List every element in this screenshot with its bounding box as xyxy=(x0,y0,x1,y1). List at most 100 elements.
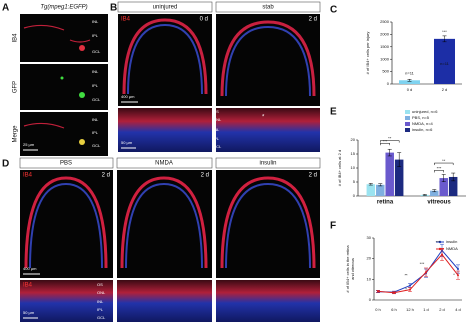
significance: *** xyxy=(383,138,388,143)
significance: *** xyxy=(442,29,447,34)
micrograph xyxy=(20,112,108,156)
significance: ** xyxy=(388,136,392,141)
y-tick-label: 10 xyxy=(367,276,372,281)
column-header xyxy=(116,157,213,169)
bar xyxy=(366,184,376,196)
layer-label: ONL xyxy=(213,117,222,122)
y-tick-label: 5 xyxy=(353,179,356,184)
point xyxy=(457,268,459,270)
row-label: GFP xyxy=(13,81,19,93)
y-tick-label: 15 xyxy=(351,151,356,156)
panel-a: A Tg(mpeg1:EGFP) IB4 GFP Merge INL IPL G… xyxy=(2,3,108,156)
layer-label: INL xyxy=(92,69,99,74)
y-axis-label: # of IB4+ cells at 2 d xyxy=(337,150,342,186)
layer-label: IPL xyxy=(213,136,220,141)
legend-label: PBS, n=5 xyxy=(412,115,430,120)
layer-label: OS xyxy=(213,109,219,114)
layer-label: INL xyxy=(92,19,99,24)
bar xyxy=(439,178,448,196)
retina xyxy=(220,176,316,269)
y-tick-label: 1000 xyxy=(380,56,390,61)
scale-label: 400 µm xyxy=(23,266,37,271)
column-header xyxy=(117,1,213,13)
point xyxy=(377,290,379,293)
error-bar xyxy=(451,172,456,182)
error-bar xyxy=(387,148,392,157)
column-header xyxy=(215,157,321,169)
layer-label: INL xyxy=(213,127,220,132)
error-bar xyxy=(407,79,412,82)
micrograph xyxy=(216,170,320,278)
time-label: 2 d xyxy=(102,173,110,179)
scale-label: 400 µm xyxy=(121,94,135,99)
legend-swatch xyxy=(405,128,410,132)
error-bar xyxy=(368,183,373,186)
bar xyxy=(376,184,385,196)
scale-label: 50 µm xyxy=(23,310,35,315)
micrograph xyxy=(20,170,113,278)
point xyxy=(457,274,459,277)
stain xyxy=(79,45,85,51)
y-tick-label: 2500 xyxy=(380,19,390,24)
error-bar xyxy=(397,152,402,167)
bar xyxy=(385,152,394,196)
bar xyxy=(430,190,439,196)
significance: *** xyxy=(420,261,425,266)
significance: ** xyxy=(404,273,408,278)
y-tick-label: 500 xyxy=(382,69,389,74)
retina xyxy=(225,182,311,269)
time-label: 0 d xyxy=(200,17,208,23)
layer-label: GCL xyxy=(97,315,106,320)
legend-label: uninjured, n=6 xyxy=(412,109,438,114)
retina xyxy=(29,182,103,269)
line xyxy=(377,249,459,293)
micrograph xyxy=(20,14,108,62)
column-header xyxy=(19,157,114,169)
error-bar xyxy=(456,270,460,280)
retina xyxy=(127,23,203,95)
panel-letter: F xyxy=(330,221,336,232)
legend-label: NMDA, n=4 xyxy=(412,121,434,126)
legend-swatch xyxy=(405,110,410,114)
micrograph xyxy=(117,280,212,322)
panel-letter: D xyxy=(2,159,9,170)
y-tick-label: 20 xyxy=(367,256,372,261)
retina xyxy=(120,176,208,269)
x-tick-label: 1 d xyxy=(423,307,429,312)
micrograph xyxy=(216,14,320,106)
column-header xyxy=(215,1,321,13)
micrograph xyxy=(118,108,212,152)
layer-label: IPL xyxy=(92,83,99,88)
legend-swatch xyxy=(405,122,410,126)
x-tick-label: 12 h xyxy=(406,307,414,312)
layer-label: GCL xyxy=(92,97,101,102)
panel-letter: B xyxy=(110,3,117,14)
point xyxy=(409,284,411,287)
y-tick-label: 20 xyxy=(351,137,356,142)
significance: * xyxy=(453,272,455,277)
point xyxy=(425,271,427,274)
legend-swatch xyxy=(405,116,410,120)
stain xyxy=(79,92,85,98)
bar xyxy=(394,159,404,196)
layer-label: IPL xyxy=(97,307,104,312)
micrograph xyxy=(216,108,320,152)
significance-bracket xyxy=(434,162,454,166)
x-tick-label: 0 h xyxy=(375,307,381,312)
y-axis-label: and vitreous xyxy=(350,258,355,280)
legend-label: insulin xyxy=(446,239,457,244)
point xyxy=(441,253,443,256)
significance-bracket xyxy=(380,142,390,146)
legend-label: insulin, n=6 xyxy=(412,127,433,132)
bar xyxy=(399,80,420,84)
panel-letter: A xyxy=(2,3,9,14)
micrograph xyxy=(118,14,212,106)
y-axis-label: # of IB4+ cells in the retina xyxy=(345,245,350,293)
retina xyxy=(125,182,203,269)
layer-label: ONL xyxy=(97,290,106,295)
significance: ** xyxy=(442,158,446,163)
y-tick-label: 0 xyxy=(387,81,390,86)
stain xyxy=(60,76,64,80)
legend-swatch xyxy=(438,247,442,251)
significance: *** xyxy=(436,239,441,244)
